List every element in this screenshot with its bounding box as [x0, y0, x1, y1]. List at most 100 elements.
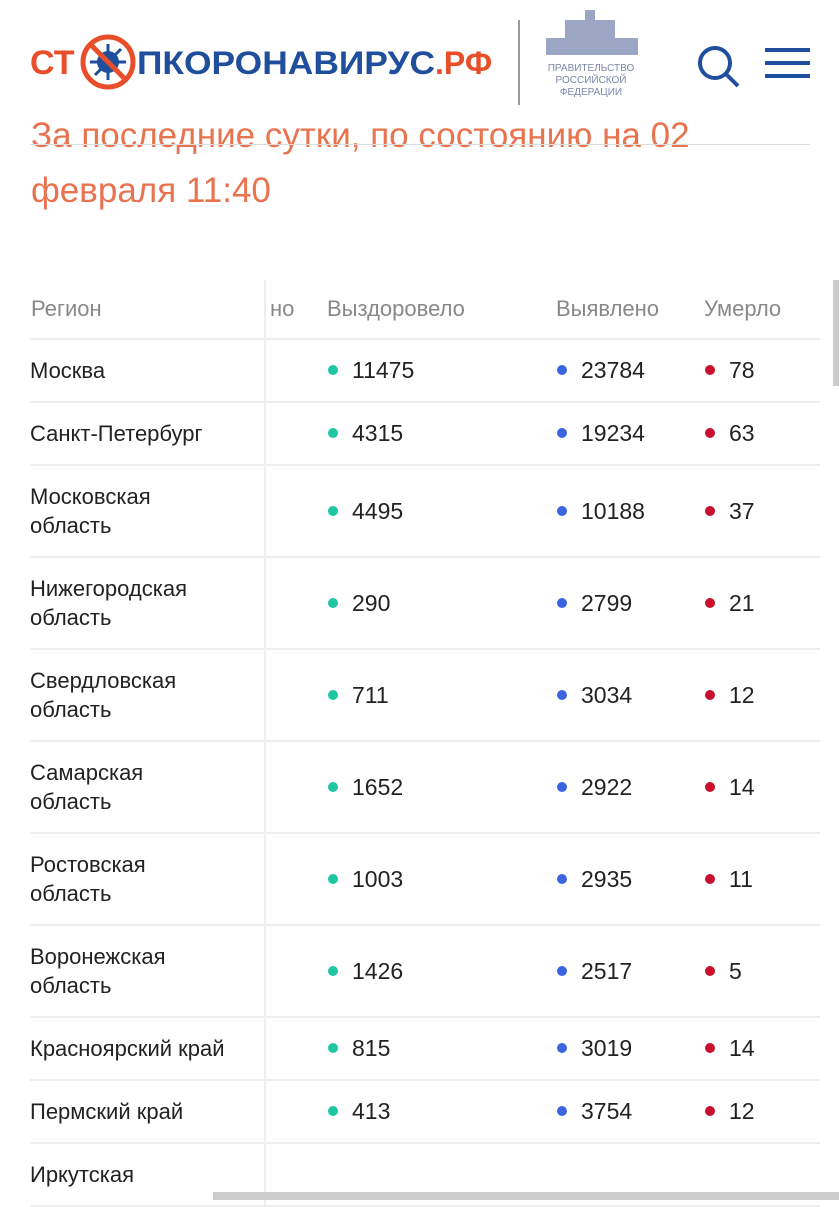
value-cell: 711: [327, 649, 556, 742]
logo-part[interactable]: СТ: [30, 44, 75, 82]
status-dot: [557, 689, 567, 700]
value: 11475: [352, 357, 415, 383]
status-dot: [328, 1043, 338, 1054]
value: 2935: [581, 865, 633, 892]
value: 290: [352, 589, 391, 616]
subtitle: февраля 11:40: [31, 171, 271, 210]
table-header: Регион но Выздоровело Выявлено Умерло: [30, 280, 820, 340]
value-cell: 413: [327, 1080, 556, 1144]
table-row: Москва 11475 23784 78: [30, 339, 820, 403]
region-name: Московская область: [30, 484, 151, 538]
region-cell: Воронежская область: [30, 925, 266, 1018]
status-dot: [705, 365, 715, 376]
value-cell: 1003: [327, 833, 556, 926]
cell: [265, 833, 327, 926]
value: 12: [729, 1098, 755, 1124]
table-row: Красноярский край 815 3019 14: [30, 1017, 820, 1081]
status-dot: [328, 873, 338, 884]
value: 1003: [352, 865, 404, 892]
region-name: Воронежская область: [30, 944, 166, 998]
value-cell: 23784: [556, 339, 704, 403]
table-container: Регион но Выздоровело Выявлено Умерло Москва…: [30, 280, 820, 1207]
value-cell: 2935: [556, 833, 704, 926]
value-cell: 815: [327, 1017, 556, 1081]
table-row: Санкт-Петербург 4315 19234 63: [30, 402, 820, 466]
virus-icon[interactable]: [80, 34, 136, 90]
value: 2517: [581, 957, 633, 984]
value: 2922: [581, 773, 633, 800]
region-name: Санкт-Петербург: [30, 421, 203, 446]
status-dot: [328, 1106, 338, 1117]
value: 5: [729, 957, 742, 984]
region-name: Свердловская область: [30, 668, 177, 722]
status-dot: [557, 428, 567, 439]
value: 815: [352, 1035, 391, 1061]
status-dot: [328, 428, 338, 439]
region-name: Красноярский край: [30, 1036, 225, 1061]
value: 23784: [581, 357, 645, 383]
column-header: Регион: [30, 280, 266, 340]
status-dot: [557, 505, 567, 516]
value: 14: [729, 773, 755, 800]
scrollbar[interactable]: [213, 1192, 839, 1200]
column-header: Умерло: [704, 280, 820, 340]
value-cell: 4315: [327, 402, 556, 466]
status-dot: [705, 1106, 715, 1117]
value-cell: 4495: [327, 465, 556, 558]
status-dot: [557, 965, 567, 976]
region-cell: Самарская область: [30, 741, 266, 834]
status-dot: [328, 365, 338, 376]
column-header: Выявлено: [556, 280, 704, 340]
status-dot: [557, 365, 567, 376]
region-cell: Красноярский край: [30, 1017, 266, 1081]
table-row: Московская область 4495 10188 37: [30, 465, 820, 558]
status-dot: [557, 597, 567, 608]
value-cell: 290: [327, 557, 556, 650]
value: 21: [729, 589, 755, 616]
logo-part[interactable]: ПКОРОНАВИРУС: [137, 45, 435, 81]
region-cell: Московская область: [30, 465, 266, 558]
menu-icon[interactable]: [765, 48, 810, 78]
value-cell: 37: [704, 465, 820, 558]
table-row: Нижегородская область 290 2799 21: [30, 557, 820, 650]
status-dot: [705, 965, 715, 976]
search-icon[interactable]: [698, 46, 740, 88]
value-cell: 3019: [556, 1017, 704, 1081]
value-cell: 78: [704, 339, 820, 403]
status-dot: [705, 689, 715, 700]
value-cell: 3034: [556, 649, 704, 742]
value: 4495: [352, 497, 404, 524]
value: 1426: [352, 957, 404, 984]
status-dot: [328, 689, 338, 700]
status-dot: [328, 781, 338, 792]
scrollbar[interactable]: [833, 280, 839, 386]
logo-part[interactable]: .РФ: [435, 45, 492, 81]
value: 3754: [581, 1098, 633, 1124]
value-cell: 2922: [556, 741, 704, 834]
value: 63: [729, 420, 755, 446]
status-dot: [705, 428, 715, 439]
region-name: Пермский край: [30, 1099, 184, 1124]
table-row: Воронежская область 1426 2517 5: [30, 925, 820, 1018]
status-dot: [705, 597, 715, 608]
status-dot: [328, 505, 338, 516]
value-cell: 1652: [327, 741, 556, 834]
cell: [265, 465, 327, 558]
status-dot: [557, 873, 567, 884]
value: 12: [729, 681, 755, 708]
column-header: но: [265, 280, 327, 340]
cell: [265, 339, 327, 403]
value-cell: 11475: [327, 339, 556, 403]
value-cell: 3754: [556, 1080, 704, 1144]
value: 1652: [352, 773, 404, 800]
status-dot: [328, 597, 338, 608]
region-name: Самарская область: [30, 760, 144, 814]
value: 78: [729, 357, 755, 383]
header-border: [30, 144, 810, 145]
table-row: Самарская область 1652 2922 14: [30, 741, 820, 834]
table-row: Пермский край 413 3754 12: [30, 1080, 820, 1144]
gov-building[interactable]: [546, 10, 638, 55]
cell: [265, 741, 327, 834]
subtitle: За последние сутки, по состоянию на 02: [31, 116, 690, 155]
